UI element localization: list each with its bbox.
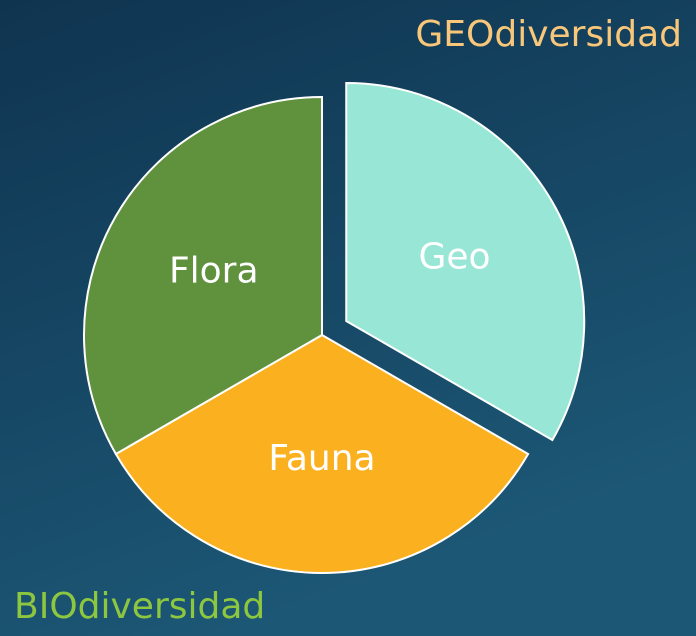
slice-label: Flora: [169, 251, 259, 292]
annotation-bottom: BIOdiversidad: [14, 586, 265, 627]
pie-slice: [83, 95, 323, 456]
slice-label: Fauna: [268, 438, 375, 479]
slice-label: Geo: [418, 237, 490, 278]
pie-slice: [345, 81, 586, 442]
pie-slice: [114, 333, 530, 574]
annotation-top: GEOdiversidad: [415, 14, 682, 55]
